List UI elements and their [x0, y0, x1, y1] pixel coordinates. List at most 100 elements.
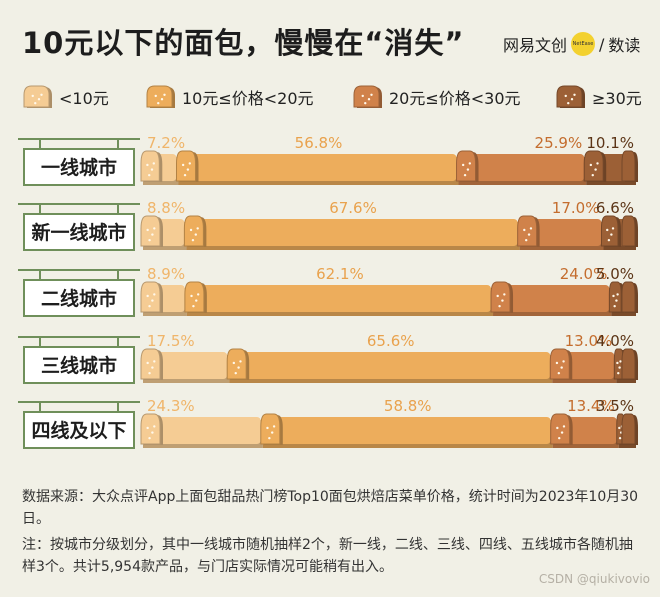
bread-face	[550, 413, 571, 445]
bread-face	[183, 215, 204, 247]
data-label: 24.3%	[147, 397, 195, 415]
bread-face	[621, 348, 636, 380]
bread-dot	[151, 233, 154, 236]
bread-face	[140, 348, 161, 380]
bread-face	[23, 85, 50, 108]
stacked-bar-chart: 一线城市 7.2% 56.8% 25.9% 10.1% 新一线城市 8.8% 67.6% 17.…	[18, 134, 638, 449]
bread-face	[621, 215, 636, 247]
bread-dot	[527, 233, 531, 236]
bar-segment	[143, 352, 228, 379]
bread-dot	[555, 361, 559, 365]
bread-dot	[501, 299, 504, 302]
bread-dot	[370, 93, 373, 96]
bread-dot	[237, 366, 240, 369]
data-label: 56.8%	[295, 134, 343, 152]
legend-label: <10元	[59, 89, 109, 108]
watermark: CSDN @qiukivovio	[538, 572, 650, 586]
bread-dot	[523, 228, 526, 232]
legend-label: ≥30元	[592, 89, 642, 108]
bread-face	[140, 281, 161, 313]
bread-face	[600, 215, 619, 247]
data-label: 24.0%	[560, 265, 608, 283]
category-label: 三线城市	[41, 354, 117, 377]
data-label: 4.0%	[596, 332, 634, 350]
bread-face	[140, 150, 160, 182]
bread-dot	[190, 294, 193, 298]
bread-dot	[195, 299, 198, 302]
bread-dot	[463, 173, 467, 177]
bread-dot	[503, 293, 506, 296]
bread-dot	[596, 162, 599, 165]
netease-logo-icon: NetEase	[571, 32, 596, 56]
bread-dot	[268, 436, 271, 440]
category-sign	[23, 148, 135, 186]
chart-row: 一线城市 7.2% 56.8% 25.9% 10.1%	[18, 134, 638, 186]
bread-face	[184, 281, 205, 313]
bread-face	[140, 413, 161, 445]
category-label: 二线城市	[41, 287, 117, 310]
bread-dot	[556, 426, 559, 430]
bread-dot	[181, 163, 185, 167]
bread-dot	[562, 360, 565, 363]
brand-separator: /	[599, 34, 605, 54]
bread-dot	[619, 360, 622, 363]
bread-dot	[610, 233, 613, 236]
bread-dot	[461, 163, 465, 167]
data-label: 8.8%	[147, 199, 185, 217]
bread-dot	[567, 101, 570, 105]
bread-face	[490, 281, 511, 313]
bread-dot	[589, 163, 593, 167]
bread-face	[621, 413, 636, 445]
legend-label: 20元≤价格<30元	[389, 89, 521, 108]
bread-dot	[606, 228, 609, 232]
bar-segment	[493, 285, 610, 312]
bread-dot	[560, 431, 564, 434]
bread-dot	[607, 238, 611, 242]
bread-dot	[148, 238, 151, 242]
brand-logo: 网易文创 NetEase / 数读	[503, 31, 640, 57]
bread-dot	[196, 293, 200, 296]
bread-dot	[618, 366, 621, 369]
bread-dot	[573, 93, 576, 96]
bread-dot	[239, 360, 242, 363]
data-label: 10.1%	[586, 134, 634, 152]
bread-slice-icon	[353, 85, 382, 108]
bread-dot	[615, 299, 618, 302]
bread-dot	[616, 361, 619, 365]
data-label: 25.9%	[535, 134, 583, 152]
bread-dot	[196, 227, 199, 230]
data-label: 62.1%	[316, 265, 364, 283]
bar-segment	[186, 219, 518, 246]
bread-face	[621, 150, 636, 182]
legend: <10元 10元≤价格<20元 20元≤价格<30元 ≥30元	[0, 84, 660, 114]
bread-dot	[234, 371, 237, 375]
bread-dot	[367, 98, 371, 101]
bar-segment	[186, 285, 492, 312]
bread-dot	[466, 168, 470, 171]
bread-dot	[183, 173, 187, 177]
bread-dot	[616, 293, 619, 296]
data-label: 13.4%	[567, 397, 615, 415]
bread-dot	[562, 425, 566, 428]
data-label: 13.0%	[565, 332, 613, 350]
bread-dot	[529, 227, 533, 230]
bread-dot	[163, 93, 166, 96]
category-label: 新一线城市	[31, 221, 126, 244]
brand-name: 网易文创	[503, 36, 568, 55]
bread-dot	[148, 436, 151, 440]
bread-face	[549, 348, 570, 380]
bread-dot	[591, 173, 594, 177]
bar-segment	[178, 154, 457, 181]
bread-dot	[272, 425, 276, 428]
bar-segment	[262, 417, 551, 444]
data-label: 6.6%	[596, 199, 634, 217]
bread-face	[260, 413, 281, 445]
bread-dot	[146, 163, 149, 167]
bread-dot	[594, 168, 597, 171]
brand-sub: 数读	[608, 36, 641, 55]
bread-dot	[152, 162, 156, 165]
bread-face	[608, 281, 622, 313]
bread-dot	[157, 101, 160, 105]
legend-item: 20元≤价格<30元	[352, 84, 521, 110]
data-label: 8.9%	[147, 265, 185, 283]
